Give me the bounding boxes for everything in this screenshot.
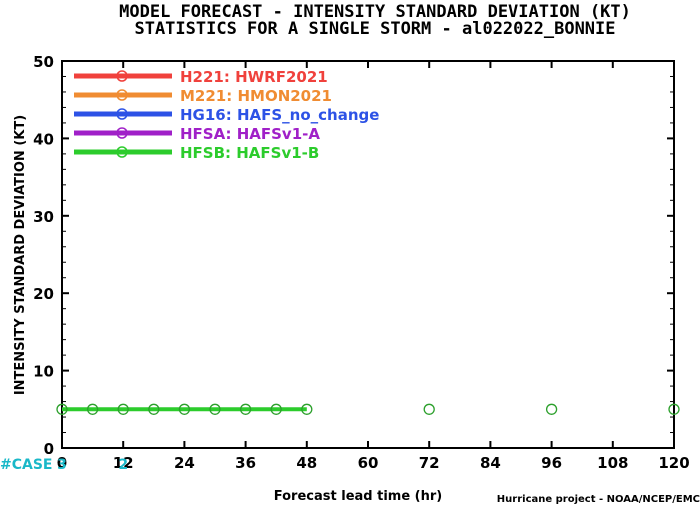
y-tick-label: 50 [33,53,54,71]
data-point [301,403,313,415]
data-point [56,403,68,415]
legend-marker [116,146,128,158]
data-point [86,403,99,415]
case-counts: #CASE 3 2 [0,457,128,473]
x-tick-label: 12 [113,454,134,472]
legend-label: HG16: HAFS_no_change [180,106,379,124]
legend-label: H221: HWRF2021 [180,68,328,86]
data-point [239,403,252,415]
legend-marker [116,108,128,120]
x-tick-label: 36 [235,454,256,472]
y-tick-label: 30 [33,208,54,226]
legend-label: HFSB: HAFSv1-B [180,144,319,162]
x-tick-label: 72 [419,454,440,472]
x-tick-label: 60 [358,454,379,472]
axes: 0 12 24 36 48 60 72 84 96 108 120 0 10 20 30 40 50 [33,53,690,472]
legend-marker [116,127,128,139]
y-tick-label: 40 [33,130,54,148]
data-point [117,403,129,415]
x-tick-label: 108 [597,454,628,472]
chart-subtitle: STATISTICS FOR A SINGLE STORM - al022022… [134,19,615,39]
credit-text: Hurricane project - NOAA/NCEP/EMC [497,494,700,505]
x-tick-label: 120 [658,454,689,472]
chart-title: MODEL FORECAST - INTENSITY STANDARD DEVI… [119,2,631,22]
series-layer [56,403,680,415]
y-axis-label: INTENSITY STANDARD DEVIATION (KT) [13,115,28,395]
data-point [148,403,160,415]
legend-marker [116,70,128,82]
x-tick-label: 24 [174,454,195,472]
case-label: #CASE [0,457,53,473]
case-count: 2 [118,457,128,473]
data-point [545,403,558,415]
data-point [668,403,680,415]
legend-label: M221: HMON2021 [180,87,332,105]
y-tick-label: 0 [44,440,54,458]
legend-label: HFSA: HAFSv1-A [180,125,320,143]
legend-marker [116,89,128,101]
x-tick-label: 0 [57,454,67,472]
data-point [209,403,221,415]
data-point [178,403,191,415]
data-point [270,403,282,415]
case-count: 3 [57,457,67,473]
x-tick-label: 84 [480,454,501,472]
y-tick-label: 20 [33,285,54,303]
data-point [423,403,435,415]
x-axis-label: Forecast lead time (hr) [274,489,442,504]
x-tick-label: 48 [296,454,317,472]
y-tick-label: 10 [33,363,54,381]
x-tick-label: 96 [541,454,562,472]
